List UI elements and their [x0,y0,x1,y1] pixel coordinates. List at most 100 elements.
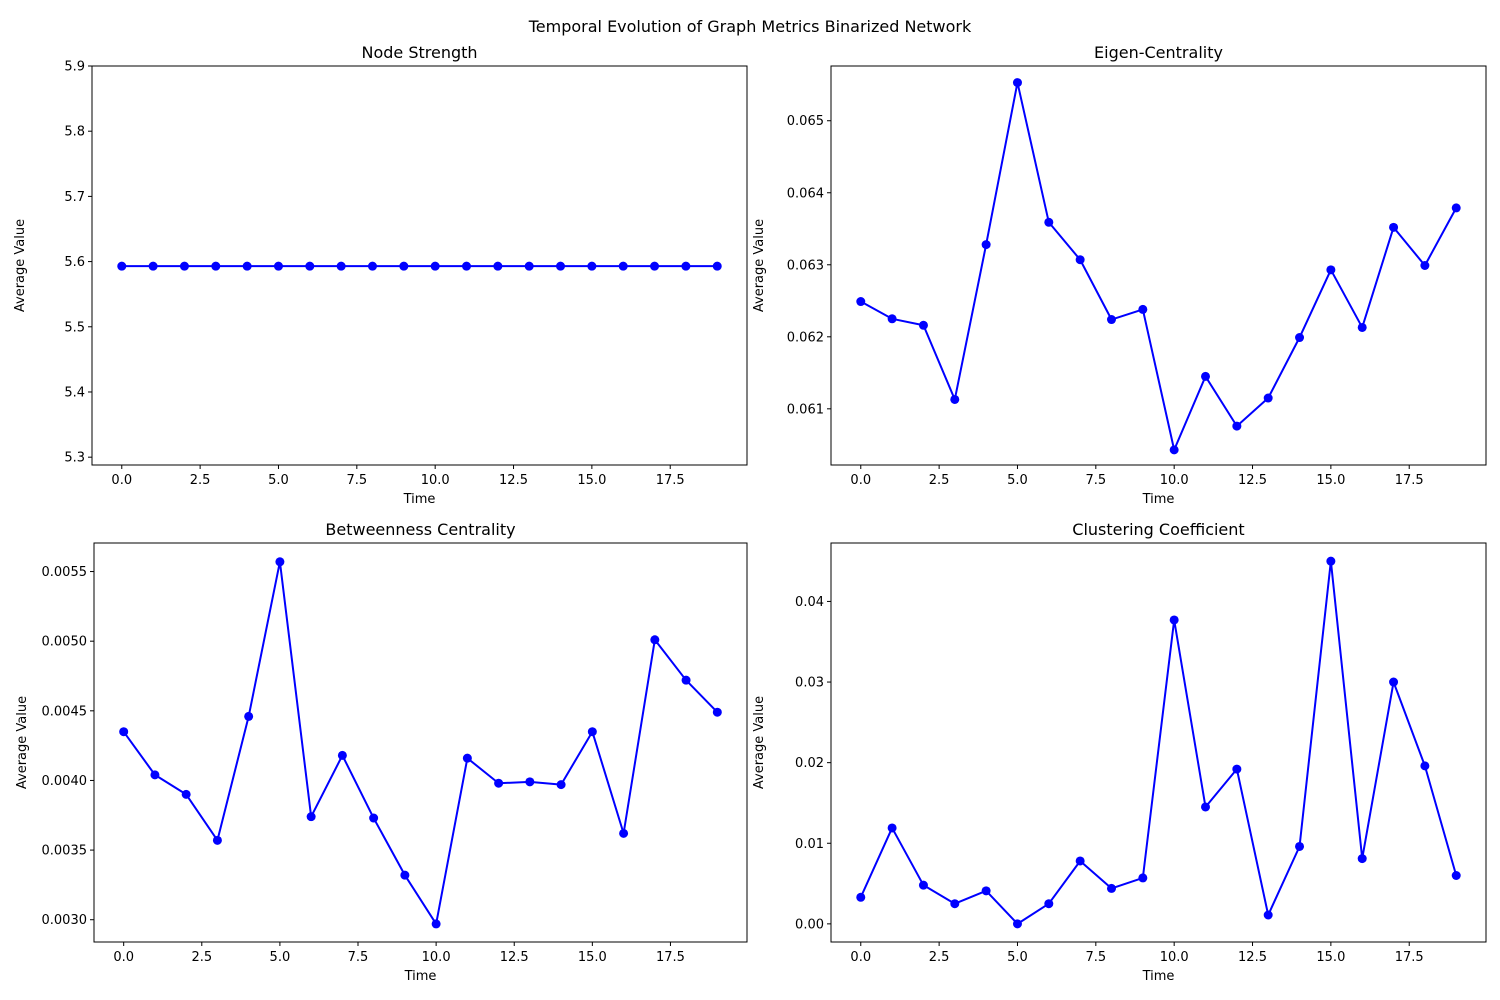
x-tick-label: 15.0 [1316,473,1345,488]
x-tick-label: 17.5 [1395,950,1424,965]
data-point [1012,919,1022,929]
y-tick-label: 0.0030 [42,913,88,928]
y-tick-label: 0.062 [787,330,824,345]
data-point [950,394,960,404]
data-point [306,812,316,822]
x-tick-label: 5.0 [1007,473,1028,488]
x-tick-label: 0.0 [113,950,134,965]
clustering-coefficient-series-line [859,560,1458,925]
data-point [400,870,410,880]
data-point [1263,393,1273,403]
data-point [1201,802,1211,812]
x-tick-label: 15.0 [578,950,607,965]
data-point [493,261,503,271]
data-point [1420,761,1430,771]
x-tick-label: 2.5 [190,473,211,488]
data-point [1295,841,1305,851]
x-tick-label: 12.5 [1238,473,1267,488]
y-tick-label: 5.8 [64,125,85,140]
eigen-centrality-y-axis-label: Average Value [752,219,767,312]
x-tick-label: 7.5 [346,473,367,488]
data-point [1106,315,1116,325]
y-tick-label: 0.00 [795,917,824,932]
y-tick-label: 5.7 [64,190,85,205]
data-point [619,828,629,838]
y-tick-label: 0.064 [787,186,824,201]
data-point [887,314,897,324]
data-point [462,753,472,763]
data-point [1138,873,1148,883]
data-point [150,770,160,780]
node-strength-x-axis-label: Time [403,492,436,507]
data-point [1420,261,1430,270]
y-tick-label: 0.061 [787,402,824,417]
x-tick-label: 17.5 [1395,473,1424,488]
x-tick-label: 2.5 [929,950,950,965]
data-point [681,261,691,271]
data-point [681,675,691,685]
data-point [918,880,928,890]
data-point [369,813,379,823]
betweenness-centrality-y-axis-label: Average Value [15,696,30,789]
data-point [1169,445,1179,455]
data-point [1012,78,1022,88]
y-tick-label: 0.065 [787,114,824,129]
x-tick-label: 10.0 [1160,473,1189,488]
data-point [494,778,504,788]
data-point [399,261,409,271]
data-point [618,261,628,271]
data-point [1075,856,1085,866]
data-point [981,886,991,896]
betweenness-centrality-series-line [122,560,719,925]
data-point [1169,615,1179,625]
data-point [273,261,283,271]
data-point [148,261,158,271]
data-point [1451,871,1461,880]
y-tick-label: 0.0040 [42,774,88,789]
x-tick-label: 5.0 [268,473,289,488]
x-tick-label: 0.0 [111,473,132,488]
betweenness-centrality-panel: Betweenness Centrality 0.0 2.5 5.0 7.5 10.0 12… [15,520,748,984]
data-point [1451,203,1461,213]
data-point [212,835,222,845]
x-tick-label: 12.5 [1238,950,1267,965]
data-point [556,261,566,271]
y-tick-label: 5.4 [64,385,85,400]
data-point [887,823,897,833]
data-point [211,261,221,271]
clustering-coefficient-title: Clustering Coefficient [1072,520,1244,539]
data-point [181,789,191,799]
data-point [119,727,129,737]
y-tick-label: 0.04 [795,595,824,610]
data-point [337,750,347,760]
clustering-coefficient-axes-frame [830,542,1487,943]
data-point [712,707,722,717]
eigen-centrality-x-axis-label: Time [1142,492,1175,507]
y-tick-label: 0.063 [787,258,824,273]
data-point [981,240,991,250]
data-point [1326,265,1336,275]
x-tick-label: 15.0 [1316,950,1345,965]
data-point [1389,222,1399,232]
data-point [430,261,440,271]
x-tick-label: 5.0 [1007,950,1028,965]
data-point [179,261,189,271]
data-point [1201,371,1211,381]
data-point [950,899,960,909]
y-tick-label: 5.3 [64,451,85,466]
data-point [856,297,866,307]
y-tick-label: 0.0055 [42,565,88,580]
betweenness-centrality-axes-frame [93,542,748,943]
data-point [1295,333,1305,343]
node-strength-y-axis-label: Average Value [13,219,28,312]
clustering-coefficient-x-axis-label: Time [1142,969,1175,984]
x-tick-label: 17.5 [656,950,685,965]
figure-title: Temporal Evolution of Graph Metrics Bina… [528,17,972,36]
data-point [1106,883,1116,893]
data-point [1326,556,1336,566]
x-tick-label: 5.0 [270,950,291,965]
x-tick-label: 2.5 [191,950,212,965]
y-tick-label: 5.9 [64,60,85,75]
data-point [525,777,535,787]
